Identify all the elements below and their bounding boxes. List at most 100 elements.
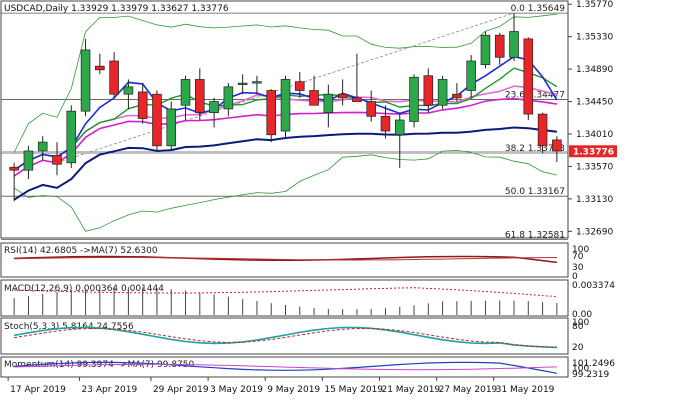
candle-bearish: [137, 91, 148, 119]
rsi-ma-line: [14, 256, 557, 261]
candle-bearish: [95, 65, 105, 71]
price-axis: 1.35770 1.35330 1.34890 1.34450 1.34010 1.335…: [568, 0, 613, 237]
stoch-tick-80: 80: [572, 322, 584, 332]
macd-signal-line: [14, 287, 557, 298]
candle-bearish: [452, 93, 462, 99]
price-tick-label: 1.35330: [576, 33, 613, 43]
current-price-tag: [569, 145, 617, 158]
rsi-tick-0: 0: [572, 272, 578, 282]
candlesticks: [9, 13, 562, 202]
macd-histogram: [13, 287, 558, 315]
candle-bearish: [494, 34, 505, 58]
candle-bearish: [266, 90, 276, 136]
stoch-d-line: [14, 327, 557, 348]
candle-bearish: [537, 113, 548, 147]
date-tick-label: 21 May 2019: [381, 385, 440, 395]
rsi-label: RSI(14) 42.6805 ->MA(7) 52.6300: [4, 246, 158, 256]
price-tick-label: 1.35770: [576, 0, 613, 10]
candle-bullish: [480, 34, 491, 66]
price-tick-label: 1.33130: [576, 195, 613, 205]
date-tick-label: 17 Apr 2019: [10, 385, 66, 395]
candle-bullish: [166, 108, 177, 147]
candle-bullish: [237, 82, 248, 85]
candle-bullish: [509, 31, 519, 58]
candle-bullish: [323, 93, 334, 113]
rsi-tick-70: 70: [572, 252, 584, 262]
stoch-panel-frame: [0, 317, 569, 355]
momentum-panel-frame: [0, 356, 569, 378]
momentum-tick-high: 101.2496: [572, 359, 615, 369]
stoch-tick-100: 100: [572, 318, 589, 328]
date-tick-label: 29 Apr 2019: [153, 385, 209, 395]
main-panel-frame: [0, 0, 569, 239]
candle-bullish: [394, 119, 405, 136]
date-tick-label: 3 May 2019: [210, 385, 263, 395]
fib-level-label: 0.0 1.35649: [511, 4, 566, 14]
candle-bearish: [309, 90, 319, 106]
date-tick-label: 31 May 2019: [496, 385, 555, 395]
date-tick-label: 23 Apr 2019: [82, 385, 138, 395]
candle-bullish: [223, 86, 234, 110]
candle-bearish: [295, 81, 305, 91]
macd-label: MACD(12,26,9) 0.000364 0.001444: [4, 284, 164, 294]
macd-tick-zero: 0.00: [572, 310, 592, 320]
rsi-panel-frame: [0, 242, 569, 278]
fib-level-label: 38.2 1.33753: [505, 144, 565, 154]
rsi-tick-30: 30: [572, 263, 584, 273]
macd-panel-frame: [0, 279, 569, 317]
candle-bearish: [523, 38, 534, 115]
momentum-line: [14, 361, 558, 374]
candle-bearish: [52, 155, 62, 165]
price-tick-label: 1.34450: [576, 98, 613, 108]
lower-band: [13, 149, 557, 232]
candle-bullish: [409, 76, 419, 122]
fib-level-label: 50.0 1.33167: [505, 187, 565, 197]
rsi-tick-100: 100: [572, 245, 589, 255]
stoch-lines: [13, 326, 557, 349]
momentum-tick-low: 99.2319: [572, 370, 609, 380]
envelope-bands: [13, 13, 557, 232]
momentum-lines: [14, 361, 558, 374]
fibonacci-levels: 0.0 1.35649 23.6 1.34477 38.2 1.33753 50.0 …: [1, 4, 568, 240]
price-tick-label: 1.33570: [576, 162, 613, 172]
candle-bearish: [552, 139, 562, 152]
candle-bearish: [152, 93, 162, 147]
candle-bullish: [280, 79, 291, 132]
date-tick-label: 15 May 2019: [324, 385, 383, 395]
date-tick-label: 9 May 2019: [267, 385, 320, 395]
momentum-tick-mid: 100: [572, 364, 589, 374]
candle-bearish: [366, 101, 376, 117]
candle-bearish: [109, 60, 119, 95]
rsi-lines: [14, 255, 557, 264]
price-tick-label: 1.34890: [576, 65, 613, 75]
date-tick-label: 27 May 2019: [439, 385, 498, 395]
candle-bullish: [23, 150, 34, 171]
fib-level-label: 61.8 1.32581: [505, 230, 565, 240]
upper-band: [13, 13, 557, 153]
candle-bullish: [37, 141, 48, 152]
candle-bearish: [352, 97, 362, 102]
momentum-ma-line: [14, 363, 557, 371]
candle-bearish: [337, 93, 348, 99]
candle-bullish: [80, 49, 91, 112]
current-price-label: 1.33776: [573, 147, 614, 157]
date-axis: 17 Apr 2019 23 Apr 2019 29 Apr 2019 3 May 2…: [7, 377, 555, 395]
chart-title: USDCAD,Daily 1.33929 1.33979 1.33627 1.3…: [4, 4, 229, 14]
candle-bearish: [380, 115, 391, 132]
price-tick-label: 1.34010: [576, 130, 613, 140]
candle-bullish: [437, 79, 448, 106]
candle-bullish: [123, 86, 134, 95]
candle-bearish: [9, 166, 19, 171]
macd-tick-top: 0.003374: [572, 281, 615, 291]
candle-bullish: [66, 110, 77, 164]
candle-bearish: [195, 79, 205, 113]
candle-bullish: [180, 79, 191, 106]
price-tick-label: 1.32690: [576, 227, 613, 237]
stoch-tick-20: 20: [572, 343, 584, 353]
rsi-line: [14, 255, 557, 264]
candle-bullish: [466, 60, 476, 91]
candle-bearish: [423, 75, 434, 106]
fib-level-label: 23.6 1.34477: [505, 91, 565, 101]
candle-bullish: [209, 101, 219, 113]
